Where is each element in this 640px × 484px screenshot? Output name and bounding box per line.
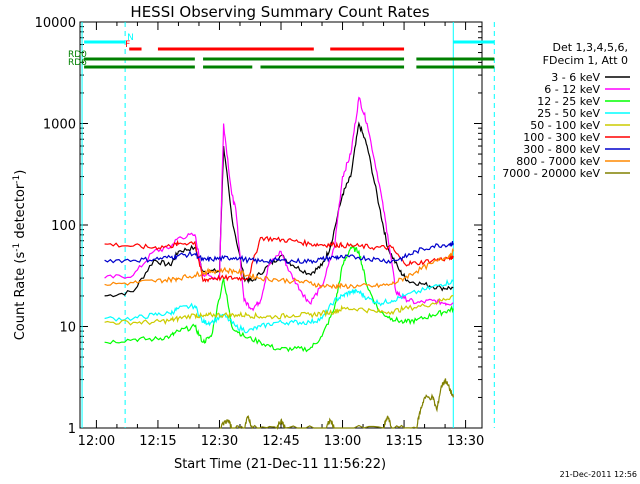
y-tick-label: 10000 <box>35 16 76 31</box>
x-tick-label: 12:30 <box>201 434 238 449</box>
y-axis-label-part: detector <box>13 183 28 243</box>
series-line <box>104 247 454 290</box>
series-line <box>104 241 454 265</box>
legend-entry-label: 100 - 300 keV <box>523 131 600 144</box>
y-tick-label: 100 <box>51 219 76 234</box>
status-bar-label: N <box>127 33 134 43</box>
y-axis-label: Count Rate (s-1 detector-1) <box>12 170 28 341</box>
y-tick-label: 1 <box>68 422 76 437</box>
series-line <box>104 244 454 353</box>
x-tick-label: 13:00 <box>324 434 361 449</box>
legend-entry-label: 800 - 7000 keV <box>516 155 600 168</box>
x-axis-label: Start Time (21-Dec-11 11:56:22) <box>174 457 386 472</box>
legend-entry-label: 300 - 800 keV <box>523 143 600 156</box>
legend-entry-label: 7000 - 20000 keV <box>502 167 600 180</box>
x-tick-label: 13:30 <box>447 434 484 449</box>
legend-entry-label: 3 - 6 keV <box>551 71 600 84</box>
y-tick-label: 1000 <box>43 118 76 133</box>
y-axis-label-part: Count Rate (s <box>13 252 28 341</box>
legend-header: Det 1,3,4,5,6,FDecim 1, Att 0 <box>543 41 628 67</box>
x-tick-label: 12:45 <box>262 434 299 449</box>
svg-text:Count Rate (s-1 detector-1): Count Rate (s-1 detector-1) <box>12 170 28 341</box>
series-line <box>104 96 454 312</box>
y-axis-label-sup: -1 <box>12 243 22 252</box>
legend-entry-label: 50 - 100 keV <box>530 119 600 132</box>
legend-header-line: Det 1,3,4,5,6, <box>552 41 628 54</box>
series-line <box>104 278 454 334</box>
legend-entry-label: 25 - 50 keV <box>537 107 600 120</box>
y-axis-label-part: ) <box>13 170 28 175</box>
legend-entry-label: 12 - 25 keV <box>537 95 600 108</box>
y-tick-label: 10 <box>59 321 76 336</box>
status-bar-label: RD6 <box>68 58 87 68</box>
x-tick-label: 12:00 <box>78 434 115 449</box>
legend-entry-label: 6 - 12 keV <box>544 83 600 96</box>
y-axis-label-sup: -1 <box>12 175 22 184</box>
x-tick-label: 13:15 <box>385 434 422 449</box>
status-bar-label: F <box>125 40 130 50</box>
status-bar-label: RD0 <box>68 50 87 60</box>
legend-header-line: FDecim 1, Att 0 <box>543 54 628 67</box>
chart-title: HESSI Observing Summary Count Rates <box>130 3 429 21</box>
series-line <box>104 294 454 326</box>
series-line <box>219 378 454 430</box>
x-tick-label: 12:15 <box>139 434 176 449</box>
series-line <box>104 121 454 298</box>
plot-frame <box>79 21 483 429</box>
plot-area: 1 10 100 1000 10000 12:00 12:15 12:30 12:45 13:00… <box>35 16 495 449</box>
timestamp-label: 21-Dec-2011 12:56 <box>560 470 637 479</box>
